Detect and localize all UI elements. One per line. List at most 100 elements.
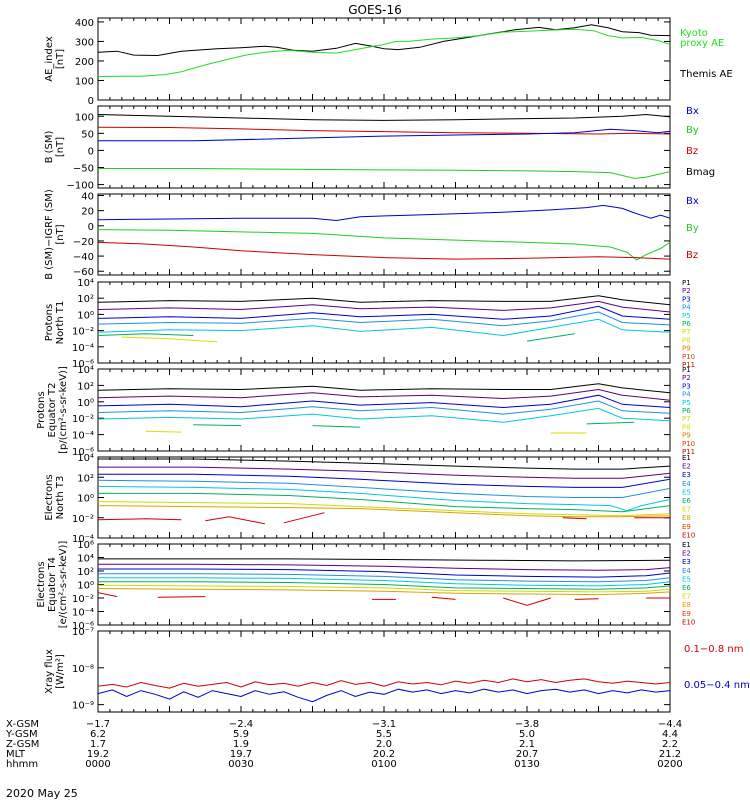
footer-cell: 5.0	[519, 729, 535, 740]
legend-entry: E3	[682, 471, 691, 479]
y-tick-label: 0	[88, 96, 94, 107]
series-group	[98, 558, 670, 606]
legend-entry: P2	[682, 374, 691, 382]
y-axis-label: Electrons	[36, 561, 47, 607]
y-tick-label: 300	[75, 37, 94, 48]
series-line	[283, 512, 325, 524]
y-tick-label: 100	[75, 76, 94, 87]
series-line	[98, 479, 670, 498]
legend-entry: Bmag	[686, 167, 715, 178]
y-axis-label: [nT]	[55, 49, 66, 69]
legend-entry: P11	[682, 361, 695, 369]
y-axis-label: [nT]	[55, 137, 66, 157]
series-line	[98, 28, 670, 78]
legend-entry: E4	[682, 480, 691, 488]
panel-xray: 10⁻⁹ 10⁻⁸ 10⁻⁷ Xray flux [W/m²] 0.1−0.8 nm 0.0…	[44, 627, 750, 713]
y-tick-label: −60	[73, 267, 94, 278]
legend-entry: P4	[682, 391, 691, 399]
series-line	[98, 492, 670, 513]
legend-entry: P3	[682, 382, 691, 390]
y-axis-label: AE_index	[44, 36, 55, 82]
legend-entry: Bx	[686, 196, 699, 207]
y-tick-label: 10²	[77, 567, 94, 578]
series-line	[98, 295, 670, 306]
footer-row-label: Z-GSM	[6, 739, 39, 750]
y-tick-label: 10⁴	[77, 554, 94, 565]
legend-entry: E7	[682, 593, 691, 601]
series-line	[98, 24, 670, 57]
footer-cell: 5.9	[233, 729, 249, 740]
panel-pe: 10⁻⁶ 10⁻⁴ 10⁻² 10⁰ 10² 10⁴ Protons Equator T2 [p…	[36, 365, 695, 458]
series-line	[526, 333, 575, 342]
series-line	[98, 388, 670, 401]
series-line	[98, 318, 670, 337]
legend-entry: E10	[682, 531, 695, 539]
footer-cell: −3.1	[372, 719, 396, 730]
series-line	[98, 584, 670, 593]
y-tick-label: 10⁰	[77, 494, 94, 505]
footer-cell: 20.7	[516, 749, 538, 760]
series-line	[98, 688, 670, 703]
y-axis-label: Equator T2	[47, 383, 58, 438]
y-axis-label: Protons	[44, 304, 55, 341]
legend-entry: P7	[682, 328, 691, 336]
footer-cell: 0200	[657, 759, 682, 770]
legend-entry: Bz	[686, 146, 698, 157]
legend-entry: P8	[682, 336, 691, 344]
series-line	[98, 558, 670, 562]
series-line	[121, 336, 218, 343]
footer-cell: 2.1	[519, 739, 535, 750]
legend-entry: E9	[682, 610, 691, 618]
y-tick-label: 0	[88, 222, 94, 233]
legend-entry: proxy AE	[680, 38, 724, 49]
series-group	[98, 24, 670, 78]
series-line	[98, 678, 670, 689]
series-line	[98, 168, 670, 179]
footer-cell: 2.2	[662, 739, 678, 750]
series-line	[586, 421, 635, 425]
y-tick-label: 20	[81, 207, 94, 218]
legend-entry: P1	[682, 366, 691, 374]
footer-row-label: hhmm	[6, 759, 38, 770]
series-line	[98, 394, 670, 409]
footer-cell: 1.7	[90, 739, 106, 750]
y-tick-label: 10⁻⁴	[72, 534, 94, 545]
footer-cell: 21.2	[659, 749, 681, 760]
legend-entry: P9	[682, 345, 691, 353]
legend-entry: P7	[682, 415, 691, 423]
series-line	[98, 300, 670, 313]
series-line	[431, 596, 456, 600]
footer-cell: 19.2	[87, 749, 109, 760]
legend-entry: By	[686, 125, 699, 136]
y-axis-label: Protons	[36, 391, 47, 428]
y-axis-label: Equator T4	[47, 557, 58, 612]
y-tick-label: 10⁻⁴	[72, 608, 94, 619]
legend-entry: E6	[682, 584, 691, 592]
legend-entry: E6	[682, 497, 691, 505]
series-line	[193, 424, 242, 427]
series-line	[98, 466, 670, 479]
y-tick-label: 10⁻⁴	[72, 343, 94, 354]
legend-entry: Themis AE	[679, 69, 733, 80]
y-tick-label: −50	[73, 164, 94, 175]
series-line	[98, 311, 670, 327]
series-line	[98, 383, 670, 394]
y-axis-label: North T3	[55, 476, 66, 520]
footer-cell: 1.9	[233, 739, 249, 750]
y-tick-label: 10⁴	[77, 453, 94, 464]
y-tick-label: 10⁶	[77, 540, 94, 551]
series-line	[98, 518, 182, 521]
y-tick-label: 10⁻²	[72, 327, 94, 338]
panel-bigrf: −60 −40 −20 0 20 40 B (SM)−IGRF (SM) [nT] Bx By Bz	[44, 189, 699, 280]
panel-en: 10⁻⁴ 10⁻² 10⁰ 10² 10⁴ Electrons North T3 E1E2E3…	[44, 453, 695, 545]
y-tick-label: 10⁻⁷	[72, 627, 94, 638]
y-tick-label: 0	[88, 146, 94, 157]
y-axis-label: Electrons	[44, 474, 55, 520]
panel-frame	[97, 193, 671, 276]
series-line	[98, 241, 670, 260]
footer-cell: 4.4	[662, 729, 678, 740]
series-line	[98, 505, 670, 518]
series-line	[98, 400, 670, 415]
